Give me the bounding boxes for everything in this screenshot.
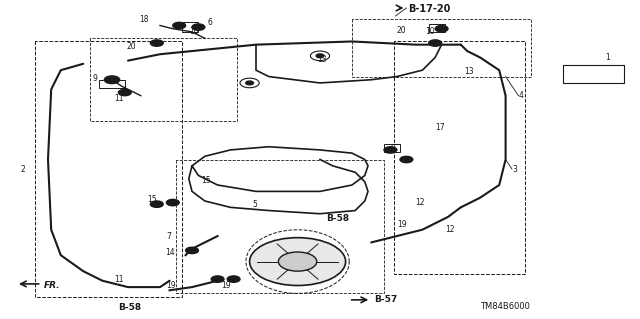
Text: 4: 4 (518, 91, 524, 100)
Circle shape (150, 201, 163, 207)
Text: 13: 13 (465, 67, 474, 76)
Circle shape (250, 238, 346, 286)
Bar (384, 144, 400, 152)
Circle shape (192, 24, 205, 30)
Text: 11: 11 (114, 275, 124, 284)
Text: 20: 20 (397, 26, 406, 35)
Text: 10: 10 (426, 27, 435, 36)
Text: 2: 2 (20, 165, 25, 174)
Text: 19: 19 (166, 281, 176, 290)
Bar (429, 24, 445, 32)
Text: 14: 14 (165, 248, 175, 256)
Text: B-57: B-57 (374, 295, 397, 304)
Text: 17: 17 (435, 123, 445, 132)
Bar (182, 22, 198, 32)
Text: 15: 15 (202, 176, 211, 185)
Text: 9: 9 (93, 74, 98, 83)
Text: 12: 12 (445, 225, 454, 234)
Circle shape (150, 40, 163, 46)
Text: 15: 15 (147, 195, 157, 204)
Text: B-58: B-58 (326, 214, 349, 223)
Text: 5: 5 (253, 200, 258, 209)
Text: 6: 6 (208, 18, 213, 27)
Text: 11: 11 (114, 94, 124, 103)
Bar (563, 65, 624, 83)
Circle shape (246, 81, 253, 85)
Text: 3: 3 (512, 165, 517, 174)
Circle shape (186, 247, 198, 254)
Circle shape (384, 147, 397, 153)
Circle shape (166, 199, 179, 206)
Circle shape (104, 76, 120, 84)
Circle shape (211, 276, 224, 282)
Text: 19: 19 (221, 281, 230, 290)
Circle shape (227, 276, 240, 282)
Circle shape (435, 26, 448, 32)
Text: B-58: B-58 (118, 303, 141, 312)
Circle shape (400, 156, 413, 163)
Text: 16: 16 (189, 27, 198, 36)
Text: 1: 1 (605, 53, 609, 62)
Text: 7: 7 (166, 232, 172, 241)
Text: FR.: FR. (44, 281, 60, 290)
Text: TM84B6000: TM84B6000 (480, 302, 530, 311)
Text: 19: 19 (397, 220, 406, 229)
Circle shape (316, 54, 324, 58)
Circle shape (173, 22, 186, 29)
Text: 13: 13 (317, 55, 326, 63)
Circle shape (118, 89, 131, 96)
Circle shape (429, 40, 442, 46)
Circle shape (278, 252, 317, 271)
Text: 20: 20 (127, 42, 136, 51)
Text: B-17-20: B-17-20 (408, 4, 451, 14)
Text: 18: 18 (140, 15, 149, 24)
Bar (99, 80, 125, 88)
Text: 12: 12 (415, 198, 424, 207)
Text: 8: 8 (390, 144, 395, 153)
